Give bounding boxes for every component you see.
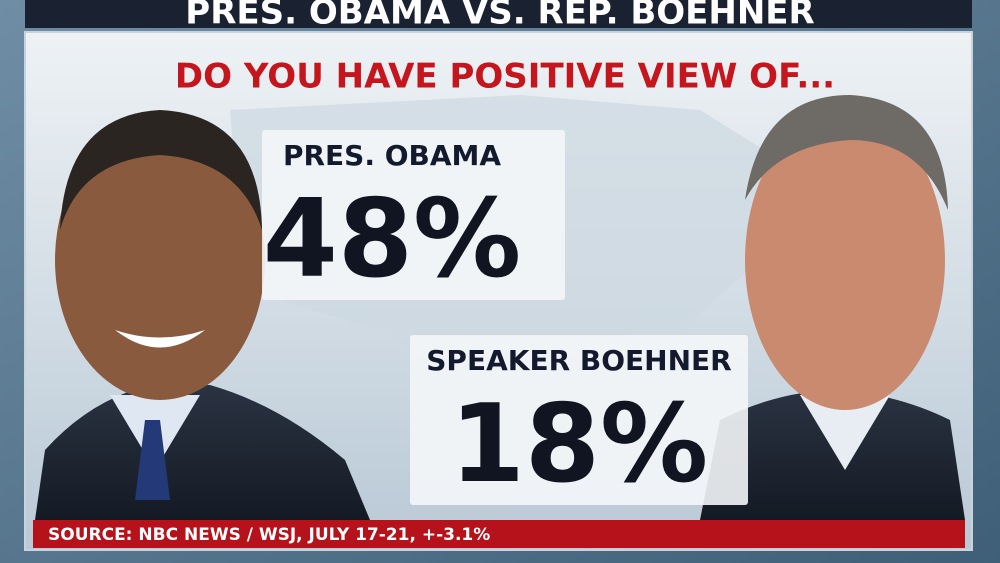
item-box	[410, 335, 748, 505]
question: DO YOU HAVE POSITIVE VIEW OF...	[175, 57, 835, 97]
title-bar	[25, 0, 972, 28]
item-value: 48%	[263, 177, 522, 302]
obama-photo	[35, 110, 370, 520]
item-label: PRES. OBAMA	[283, 139, 501, 172]
boehner-photo	[700, 95, 965, 520]
title: PRES. OBAMA VS. REP. BOEHNER	[185, 0, 814, 33]
item-label: SPEAKER BOEHNER	[426, 344, 731, 377]
source: SOURCE: NBC NEWS / WSJ, JULY 17-21, +-3.…	[48, 525, 490, 545]
item-value: 18%	[450, 382, 709, 507]
source-bar	[33, 520, 965, 548]
item-box	[262, 130, 565, 300]
